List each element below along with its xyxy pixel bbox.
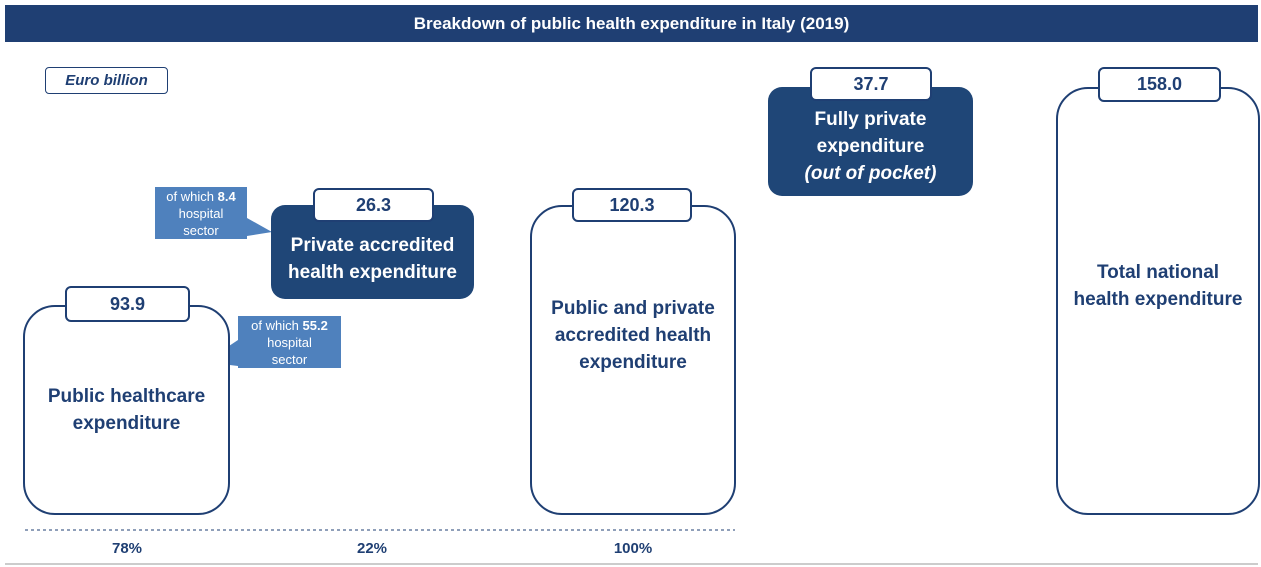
- box-label: expenditure: [816, 136, 925, 157]
- box-label: Public healthcare: [47, 386, 206, 407]
- box-label: health expenditure: [1073, 289, 1243, 310]
- callout-text: sector: [271, 351, 308, 367]
- callout-pointer: [247, 218, 272, 236]
- box: Public healthcare expenditure: [23, 305, 230, 515]
- callout-text: hospital: [267, 334, 312, 350]
- box-label: expenditure: [72, 413, 181, 434]
- share-label: 78%: [111, 540, 143, 557]
- box-label: Public and private: [551, 297, 715, 319]
- value-tab: 93.9: [65, 286, 190, 322]
- box-label: health expenditure: [288, 262, 457, 283]
- callout: of which 55.2 hospital sector: [238, 316, 341, 368]
- callout-value: 55.2: [302, 317, 328, 333]
- value-tab: 158.0: [1098, 67, 1221, 102]
- box: Public and private accredited health exp…: [530, 205, 736, 515]
- box-label: expenditure: [579, 351, 687, 373]
- box-note: (out of pocket): [804, 163, 937, 184]
- callout-prefix: of which: [251, 317, 299, 333]
- callout-text: hospital: [178, 205, 224, 221]
- box: Total national health expenditure: [1056, 87, 1260, 515]
- callout-text: sector: [183, 222, 219, 238]
- title: Breakdown of public health expenditure i…: [5, 5, 1258, 42]
- value-tab: 37.7: [810, 67, 932, 101]
- box-label: Total national: [1096, 262, 1220, 283]
- value-tab: 120.3: [572, 188, 692, 222]
- callout-value: 8.4: [217, 188, 236, 204]
- callout: of which 8.4 hospital sector: [155, 187, 247, 239]
- box: Fully private expenditure (out of pocket…: [768, 87, 973, 196]
- share-label: 22%: [356, 540, 388, 557]
- box-label: Private accredited: [290, 235, 455, 256]
- value-tab: 26.3: [313, 188, 434, 222]
- share-label: 100%: [613, 540, 653, 557]
- unit-label: Euro billion: [45, 67, 168, 94]
- callout-prefix: of which: [166, 188, 214, 204]
- box-label: accredited health: [554, 324, 712, 346]
- box-label: Fully private: [814, 109, 927, 130]
